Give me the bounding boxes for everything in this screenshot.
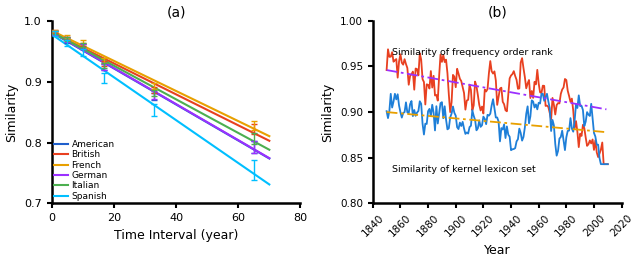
Spanish	[48, 33, 56, 36]
German	[177, 105, 184, 108]
Italian	[245, 137, 253, 140]
American	[231, 137, 239, 140]
X-axis label: Time Interval (year): Time Interval (year)	[114, 229, 238, 242]
Italian	[266, 148, 273, 151]
British	[48, 31, 56, 34]
French	[48, 29, 56, 32]
Line: French: French	[52, 31, 269, 136]
British	[177, 95, 185, 99]
Line: German: German	[52, 32, 269, 158]
Spanish	[231, 159, 239, 163]
French	[245, 125, 253, 128]
Italian	[177, 100, 184, 103]
French	[231, 118, 239, 121]
Italian	[177, 100, 185, 104]
German	[48, 30, 56, 33]
Spanish	[266, 183, 273, 186]
German	[266, 156, 273, 160]
Spanish	[177, 122, 184, 125]
Line: Italian: Italian	[52, 32, 269, 150]
German	[245, 145, 253, 148]
Line: Spanish: Spanish	[52, 34, 269, 184]
German	[231, 137, 239, 140]
British	[177, 95, 184, 98]
American	[266, 157, 273, 160]
Title: (a): (a)	[166, 6, 186, 19]
American	[245, 145, 253, 148]
Italian	[181, 103, 189, 106]
X-axis label: Year: Year	[484, 244, 511, 257]
Spanish	[245, 169, 253, 172]
German	[177, 105, 185, 109]
Text: Similarity of frequency order rank: Similarity of frequency order rank	[392, 48, 553, 57]
Line: American: American	[52, 32, 269, 159]
German	[181, 108, 189, 111]
Italian	[48, 31, 56, 34]
Line: British: British	[52, 32, 269, 141]
British	[231, 122, 239, 125]
Italian	[231, 130, 239, 133]
American	[177, 105, 184, 109]
Spanish	[177, 122, 185, 125]
French	[49, 29, 56, 33]
French	[177, 92, 185, 95]
Y-axis label: Similarity: Similarity	[6, 83, 19, 142]
British	[49, 31, 56, 34]
Spanish	[181, 125, 189, 128]
Title: (b): (b)	[487, 6, 507, 19]
French	[177, 92, 184, 95]
American	[181, 108, 189, 111]
German	[49, 31, 56, 34]
British	[245, 129, 253, 132]
American	[49, 31, 56, 34]
American	[48, 31, 56, 34]
American	[177, 106, 185, 109]
British	[266, 139, 273, 142]
Legend: American, British, French, German, Italian, Spanish: American, British, French, German, Itali…	[54, 140, 115, 201]
Spanish	[49, 33, 56, 36]
Text: Similarity of kernel lexicon set: Similarity of kernel lexicon set	[392, 165, 536, 174]
Y-axis label: Similarity: Similarity	[321, 83, 334, 142]
Italian	[49, 31, 56, 34]
British	[181, 97, 189, 100]
French	[181, 94, 189, 97]
French	[266, 135, 273, 138]
